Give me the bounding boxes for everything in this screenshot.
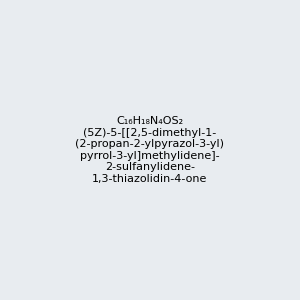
Text: C₁₆H₁₈N₄OS₂
(5Z)-5-[[2,5-dimethyl-1-
(2-propan-2-ylpyrazol-3-yl)
pyrrol-3-yl]met: C₁₆H₁₈N₄OS₂ (5Z)-5-[[2,5-dimethyl-1- (2-… (76, 116, 224, 184)
